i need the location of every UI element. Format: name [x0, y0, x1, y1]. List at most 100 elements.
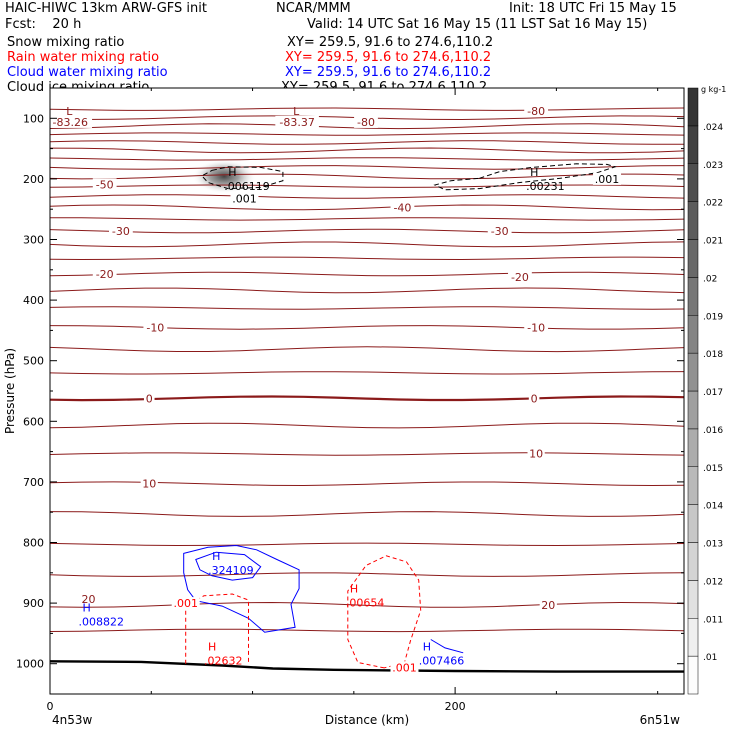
- temperature-contour: [49, 173, 685, 180]
- contour-label-mask: [390, 661, 419, 674]
- colorbar-level-label: .018: [703, 350, 723, 360]
- y-tick-label: 500: [23, 355, 44, 368]
- colorbar-level-label: .014: [703, 502, 723, 512]
- temperature-label-mask: [143, 321, 168, 334]
- extremum-value: .007466: [419, 655, 465, 668]
- field-xy-snow: XY= 259.5, 91.6 to 274.6,110.2: [287, 35, 494, 50]
- contour-label-mask: [593, 172, 622, 185]
- y-tick-label: 200: [23, 173, 44, 186]
- temperature-contour: [49, 204, 685, 211]
- colorbar-level-label: .021: [703, 237, 723, 247]
- right-endpoint-label: 6n51w: [640, 713, 681, 727]
- temperature-label: -83.26: [53, 116, 88, 129]
- colorbar-level-label: .022: [703, 199, 723, 209]
- temperature-contour: [49, 217, 685, 221]
- temperature-label-mask: [140, 477, 158, 490]
- temperature-contour: [49, 241, 685, 248]
- temperature-label: -50: [96, 178, 114, 191]
- extremum-value: .324109: [208, 564, 254, 577]
- extremum-marker: H: [208, 641, 216, 654]
- extremum-marker: H: [530, 166, 538, 179]
- temperature-contour: [49, 107, 685, 111]
- temperature-label-mask: [92, 268, 117, 281]
- y-tick-label: 1000: [16, 658, 44, 671]
- temperature-contour: [49, 147, 685, 154]
- extremum-marker: H: [228, 166, 236, 179]
- x-tick-label: 200: [445, 700, 466, 713]
- temperature-contour: [49, 140, 685, 145]
- temperature-label: -20: [96, 268, 114, 281]
- plot-area: [50, 88, 684, 694]
- colorbar-segment: [687, 239, 699, 278]
- temperature-label: -80: [357, 116, 375, 129]
- temperature-label-mask: [524, 321, 549, 334]
- left-endpoint-label: 4n53w: [52, 713, 93, 727]
- temperature-label: -10: [527, 321, 545, 334]
- temperature-label: -80: [527, 105, 545, 118]
- temperature-label: 0: [531, 392, 538, 405]
- extremum-value: .00654: [346, 597, 385, 610]
- colorbar-level-label: .01: [703, 653, 717, 663]
- contour-label: .001: [392, 661, 417, 674]
- colorbar-segment: [687, 618, 699, 657]
- contour-label-mask: [230, 192, 259, 205]
- field-name-rain: Rain water mixing ratio: [7, 50, 160, 65]
- colorbar-unit-label: g kg-1: [701, 85, 726, 94]
- temperature-label: -30: [112, 225, 130, 238]
- cloud-water-inner-contour: [195, 551, 262, 581]
- temperature-contour: [49, 628, 685, 633]
- rain-water-contour: [185, 593, 249, 664]
- colorbar-segment: [687, 87, 699, 127]
- y-axis-label: Pressure (hPa): [3, 348, 17, 434]
- temperature-label-mask: [528, 392, 540, 405]
- extremum-marker: L: [66, 105, 73, 118]
- temperature-label: 0: [146, 392, 153, 405]
- extremum-value: .006119: [224, 180, 270, 193]
- forecast-hour: Fcst: 20 h: [5, 17, 82, 32]
- colorbar-level-label: .012: [703, 577, 723, 587]
- y-tick-label: 900: [23, 597, 44, 610]
- temperature-label: 10: [142, 478, 156, 491]
- colorbar-level-label: .024: [703, 123, 723, 133]
- colorbar-segment: [687, 163, 699, 202]
- temperature-contour: [49, 346, 685, 353]
- colorbar-segment: [687, 504, 699, 543]
- colorbar-segment: [687, 580, 699, 619]
- temperature-contour: [49, 132, 685, 136]
- colorbar-segment: [687, 542, 699, 581]
- temperature-label-mask: [527, 447, 545, 460]
- colorbar-segment: [687, 315, 699, 354]
- colorbar-segment: [687, 390, 699, 430]
- temperature-label: -83.37: [279, 116, 314, 129]
- field-name-cloud-water: Cloud water mixing ratio: [7, 65, 168, 80]
- temperature-label-mask: [48, 115, 93, 128]
- contour-label: .001: [595, 173, 620, 186]
- temperature-label-mask: [508, 271, 532, 284]
- rain-water-contour: [347, 555, 422, 669]
- extremum-marker: H: [350, 583, 358, 596]
- temperature-contour: [49, 306, 685, 310]
- temperature-label-mask: [487, 225, 512, 238]
- extremum-marker: H: [212, 550, 220, 563]
- temperature-contour: [49, 542, 685, 547]
- temperature-label-mask: [539, 598, 557, 611]
- colorbar-level-label: .019: [703, 312, 723, 322]
- extremum-value: .02632: [204, 655, 243, 668]
- temperature-contour: [49, 123, 685, 130]
- extremum-value: .00231: [526, 180, 565, 193]
- extremum-marker: L: [293, 105, 300, 118]
- field-xy-rain: XY= 259.5, 91.6 to 274.6,110.2: [285, 50, 492, 65]
- colorbar-segment: [687, 428, 699, 467]
- y-tick-label: 400: [23, 294, 44, 307]
- colorbar-level-label: .016: [703, 426, 723, 436]
- temperature-contour: [49, 256, 685, 261]
- temperature-label: -20: [511, 271, 529, 284]
- temperature-label: 20: [541, 599, 555, 612]
- x-axis-label: Distance (km): [325, 713, 409, 727]
- temperature-label: 10: [529, 447, 543, 460]
- temperature-label-mask: [390, 201, 415, 214]
- temperature-contour: [49, 157, 685, 161]
- temperature-label: -30: [491, 225, 509, 238]
- temperature-label-mask: [354, 115, 378, 128]
